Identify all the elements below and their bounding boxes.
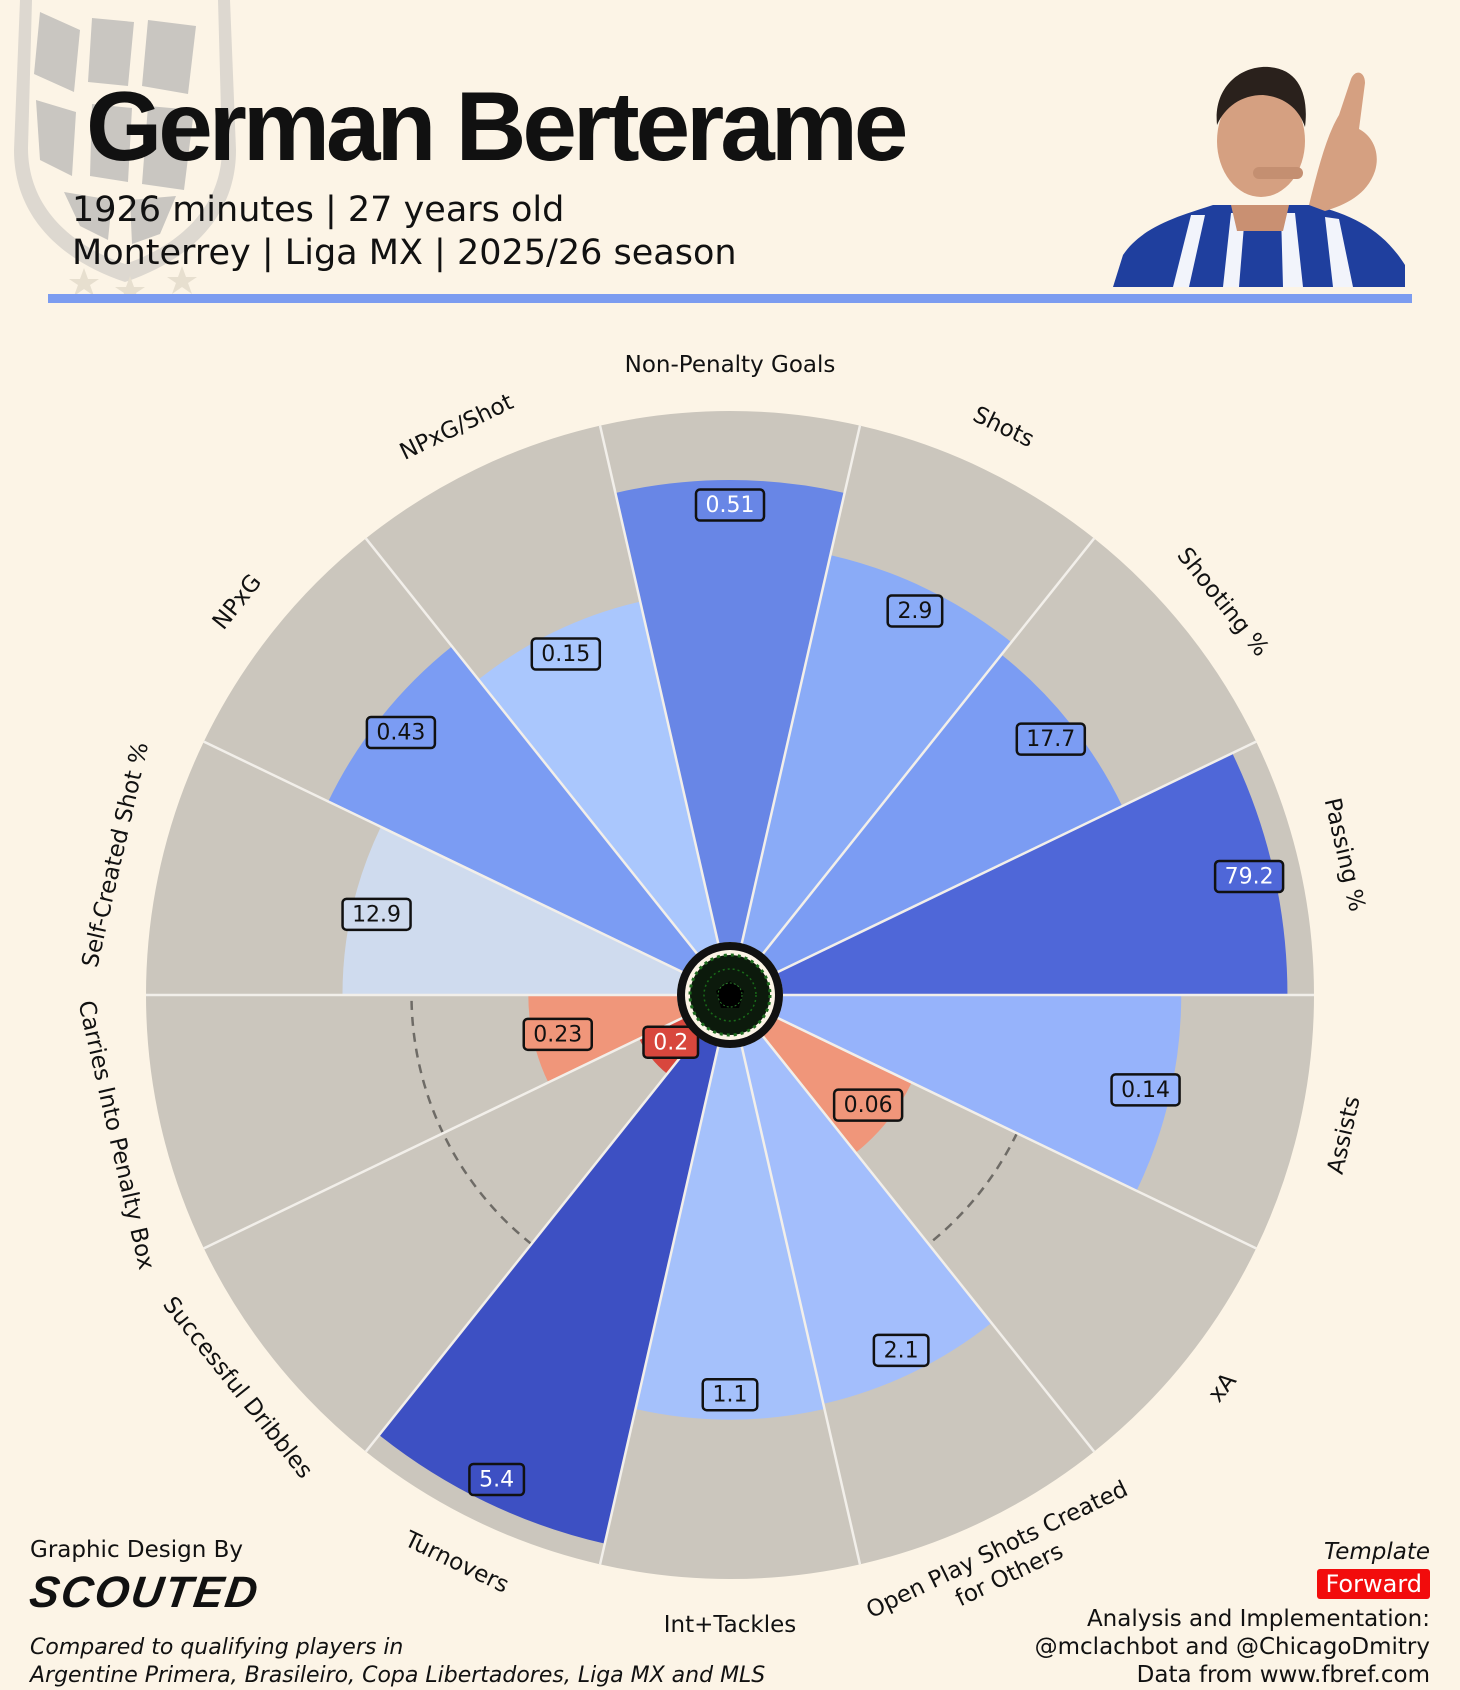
analysis-credits: Analysis and Implementation: @mclachbot … [1035, 1605, 1430, 1689]
value-label: 0.14 [1110, 1073, 1181, 1107]
value-slice [635, 1046, 825, 1420]
monterrey-crest-icon [14, 0, 236, 300]
value-label-text: 0.15 [541, 642, 590, 667]
value-label: 17.7 [1015, 722, 1087, 756]
value-label-text: 17.7 [1026, 727, 1075, 752]
value-label-text: 0.2 [653, 1030, 688, 1055]
value-label: 5.4 [468, 1462, 526, 1497]
value-label-text: 79.2 [1225, 865, 1274, 890]
slice-divider [762, 1035, 1096, 1453]
category-label: Non-Penalty Goals [625, 352, 836, 378]
category-label: Assists [1322, 1094, 1365, 1177]
value-label-text: 0.51 [706, 493, 755, 518]
template-badge: Forward [1317, 1569, 1430, 1599]
slice-divider [364, 537, 698, 955]
category-label: Passing % [1319, 795, 1370, 914]
template-label: Template [1323, 1539, 1430, 1565]
header-divider [48, 294, 1412, 303]
value-label: 2.1 [872, 1333, 930, 1368]
slice-divider [740, 425, 862, 944]
value-slice [528, 995, 683, 1083]
value-label: 0.51 [694, 488, 766, 522]
value-slice [777, 753, 1288, 995]
value-label: 0.06 [832, 1088, 904, 1122]
analysis-line-2: @mclachbot and @ChicagoDmitry [1034, 1634, 1430, 1660]
category-label: Int+Tackles [664, 1612, 796, 1638]
analysis-line-1: Analysis and Implementation: [1086, 1606, 1430, 1632]
reference-ring [441, 1132, 533, 1245]
comparison-note: Compared to qualifying players in Argent… [30, 1634, 765, 1690]
value-label: 0.15 [530, 637, 602, 671]
template-credits: Template Forward Analysis and Implementa… [1035, 1539, 1430, 1689]
category-label: Turnovers [400, 1526, 513, 1598]
soccer-ball-icon [677, 942, 783, 1048]
player-minutes-age: 1926 minutes | 27 years old [72, 190, 565, 230]
category-label: Shots [969, 401, 1038, 452]
value-label-text: 1.1 [713, 1383, 748, 1408]
value-slice [777, 995, 1182, 1191]
player-name: German Berterame [86, 71, 908, 181]
value-label: 2.9 [886, 594, 944, 628]
value-slice [741, 1036, 992, 1404]
value-label: 12.9 [341, 897, 412, 932]
player-club-league-season: Monterrey | Liga MX | 2025/26 season [72, 233, 737, 273]
value-slice [342, 826, 683, 995]
value-label: 0.2 [642, 1025, 700, 1060]
slice-divider [598, 425, 720, 944]
value-label: 0.43 [365, 715, 437, 750]
category-label: xA [1203, 1368, 1242, 1407]
slice-background [763, 1017, 1257, 1452]
value-slice [615, 480, 845, 944]
value-label-text: 12.9 [352, 902, 401, 927]
slice-divider [203, 1016, 683, 1250]
slice-divider [777, 1016, 1257, 1250]
value-label-text: 0.43 [376, 721, 425, 746]
comparison-line-2: Argentine Primera, Brasileiro, Copa Libe… [30, 1663, 766, 1688]
value-label: 1.1 [701, 1377, 759, 1412]
value-slice [741, 555, 1012, 954]
reference-ring [927, 1132, 1019, 1245]
design-credit-label: Graphic Design By [30, 1537, 244, 1563]
value-label-text: 0.06 [844, 1093, 893, 1118]
analysis-line-3: Data from www.fbref.com [1136, 1662, 1430, 1688]
slice-divider [598, 1046, 720, 1565]
reference-ring [410, 994, 445, 1134]
slice-divider [364, 1035, 698, 1453]
value-label-text: 2.1 [884, 1338, 919, 1363]
value-label: 0.23 [522, 1017, 593, 1052]
value-label: 79.2 [1213, 859, 1285, 894]
category-label: NPxG/Shot [396, 389, 518, 466]
player-photo [1113, 66, 1405, 287]
slice-divider [762, 537, 1096, 955]
slice-divider [777, 740, 1257, 974]
value-label-text: 0.23 [533, 1022, 582, 1047]
category-label: Carries Into Penalty Box [73, 998, 160, 1272]
brand-logo: SCOUTED [26, 1568, 263, 1617]
slice-divider [203, 740, 683, 974]
comparison-line-1: Compared to qualifying players in [30, 1635, 404, 1660]
value-label-text: 2.9 [897, 599, 932, 624]
slice-background [203, 1017, 697, 1452]
value-slice [478, 601, 719, 954]
category-label: NPxG [207, 569, 266, 634]
value-label-text: 5.4 [479, 1468, 514, 1493]
value-label-text: 0.14 [1121, 1078, 1170, 1103]
category-label: Self-Created Shot % [77, 740, 154, 970]
slice-divider [740, 1046, 862, 1565]
